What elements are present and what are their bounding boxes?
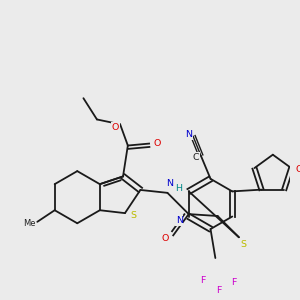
Text: O: O [295, 166, 300, 175]
Text: N: N [185, 130, 192, 139]
Text: Me: Me [23, 219, 36, 228]
Text: N: N [176, 216, 183, 225]
Text: O: O [153, 139, 160, 148]
Text: N: N [166, 179, 173, 188]
Text: S: S [241, 241, 247, 250]
Text: S: S [130, 211, 136, 220]
Text: H: H [176, 184, 182, 193]
Text: C: C [193, 153, 200, 162]
Text: F: F [200, 276, 206, 285]
Text: F: F [217, 286, 222, 296]
Text: O: O [162, 234, 169, 243]
Text: O: O [112, 123, 119, 132]
Text: F: F [231, 278, 236, 287]
